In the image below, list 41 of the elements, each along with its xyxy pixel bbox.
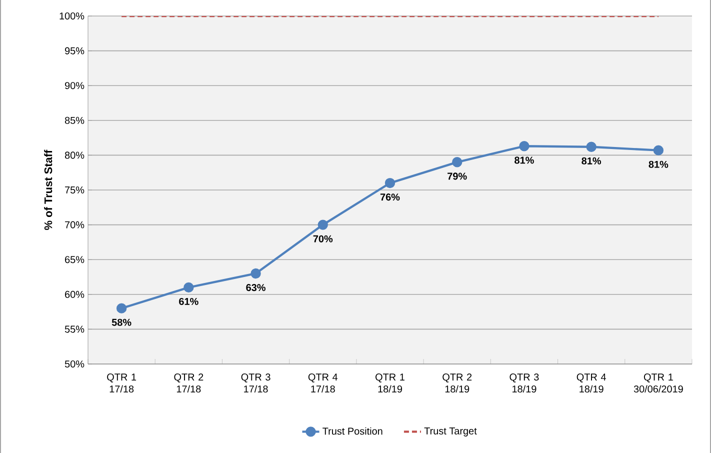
y-tick-label: 70% bbox=[65, 221, 84, 228]
y-tick-label: 55% bbox=[64, 326, 84, 333]
y-tick-label: 65% bbox=[65, 256, 84, 264]
y-tick-label: 100% bbox=[60, 12, 84, 20]
data-label: 79% bbox=[448, 172, 467, 180]
y-tick-label: 90% bbox=[65, 82, 84, 90]
legend-label: Trust Position bbox=[322, 427, 382, 435]
x-tick-label: QTR 4 18/19 bbox=[576, 374, 606, 393]
y-tick-label: 60% bbox=[65, 290, 84, 298]
y-tick-label: 75% bbox=[65, 186, 84, 194]
data-label: 81% bbox=[648, 160, 668, 168]
data-label: 81% bbox=[582, 157, 602, 164]
point bbox=[318, 220, 328, 230]
x-tick-label: QTR 3 18/19 bbox=[510, 374, 539, 393]
x-tick-label: QTR 1 30/06/2019 bbox=[634, 374, 683, 393]
point bbox=[452, 157, 462, 168]
x-tick-label: QTR 4 17/18 bbox=[308, 374, 338, 393]
data-label: 61% bbox=[179, 298, 198, 306]
point bbox=[184, 282, 194, 293]
point bbox=[384, 178, 396, 188]
legend-label: Trust Target bbox=[424, 428, 477, 436]
y-tick-label: 95% bbox=[65, 47, 84, 54]
point bbox=[116, 303, 127, 314]
x-tick-label: QTR 1 18/19 bbox=[376, 374, 404, 393]
data-label: 76% bbox=[380, 194, 400, 201]
y-tick-label: 50% bbox=[64, 360, 84, 368]
data-label: 70% bbox=[313, 235, 333, 242]
y-tick-label: 80% bbox=[64, 152, 84, 159]
y-tick-label: 85% bbox=[64, 116, 84, 124]
point bbox=[519, 141, 530, 152]
x-tick-label: QTR 2 17/18 bbox=[174, 374, 204, 393]
point bbox=[250, 268, 261, 279]
data-label: 63% bbox=[246, 284, 266, 292]
y-axis-title: % of Trust Staff bbox=[44, 150, 52, 230]
x-tick-label: QTR 3 17/18 bbox=[241, 374, 270, 393]
point bbox=[653, 145, 664, 156]
x-tick-label: QTR 1 17/18 bbox=[107, 374, 136, 393]
data-label: 58% bbox=[112, 318, 132, 326]
point bbox=[586, 142, 596, 152]
x-tick-label: QTR 2 18/19 bbox=[442, 374, 472, 393]
data-label: 81% bbox=[514, 156, 534, 164]
